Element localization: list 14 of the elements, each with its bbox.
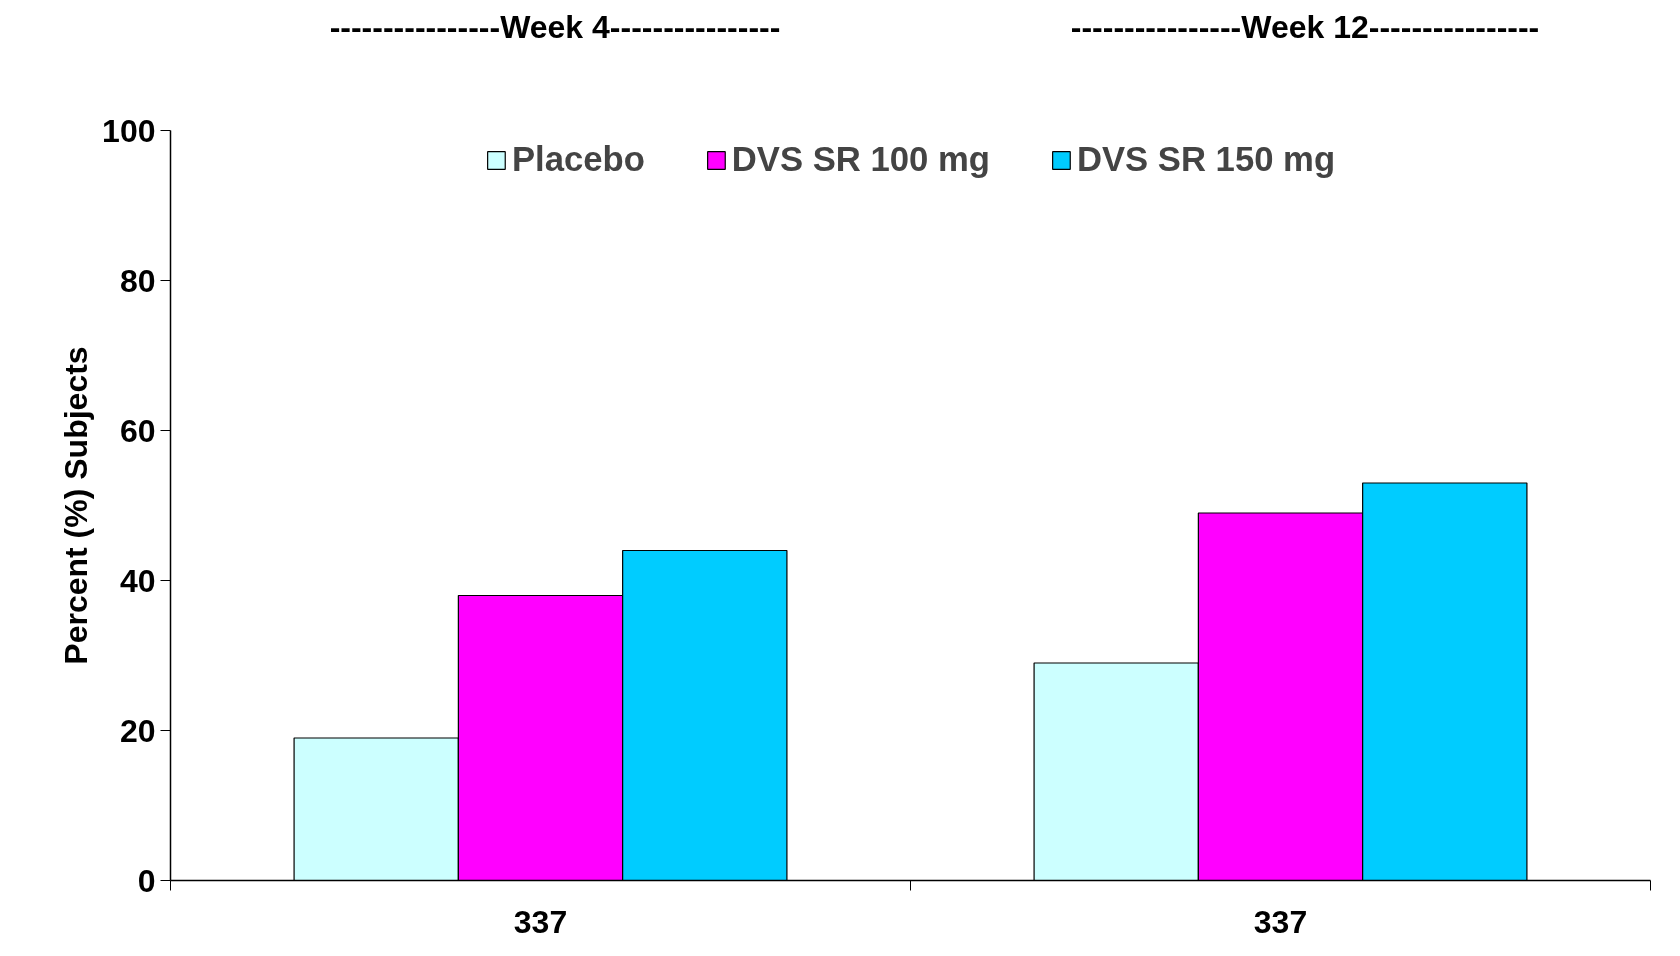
text: ----------------Week 12---------------- [1070,8,1540,47]
y-tick-label: 80 [119,262,156,299]
y-tick-label: 0 [137,862,156,899]
y-tick-label: 40 [119,562,156,599]
x-tick-label: 337 [1253,903,1308,940]
text: ----------------Week 4---------------- [329,8,781,47]
legend-label: DVS SR 100 mg [731,140,990,179]
y-tick-label: 100 [102,112,156,149]
x-tick-label: 337 [513,903,568,940]
y-axis-title: Percent (%) Subjects [58,346,95,665]
legend-label: DVS SR 150 mg [1076,140,1336,179]
y-tick-label: 60 [119,412,156,449]
y-tick-label: 20 [119,712,156,749]
legend-label: Placebo [511,140,645,179]
